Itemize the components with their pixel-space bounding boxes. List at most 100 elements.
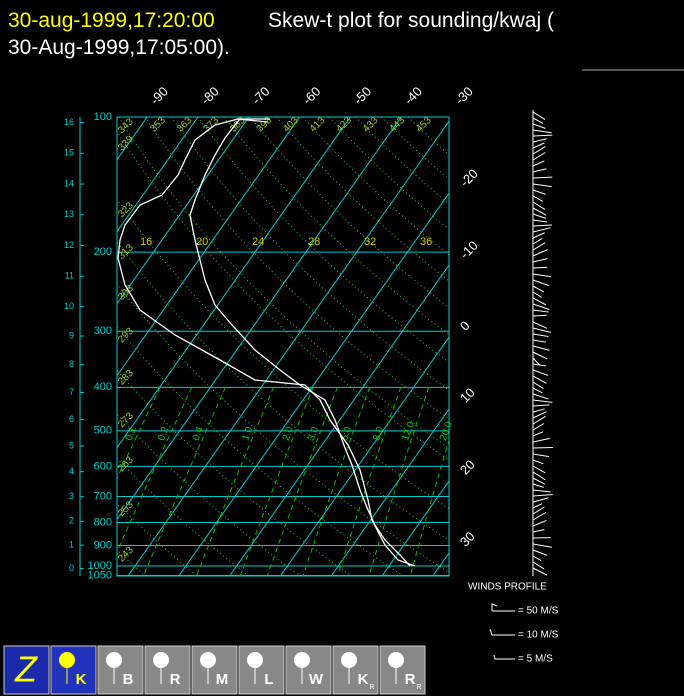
wind-barb [532, 321, 548, 329]
wind-barb [532, 404, 550, 407]
pressure-label: 900 [94, 539, 112, 551]
button-label: M [216, 671, 229, 688]
isotherm [117, 117, 301, 377]
height-label: 2 [69, 516, 74, 526]
wind-barb [532, 357, 541, 366]
height-label: 7 [69, 387, 74, 397]
wind-barb [532, 511, 547, 521]
button-face [285, 645, 332, 695]
isotherm [117, 117, 402, 521]
wind-barb [532, 381, 544, 389]
wind-barb [532, 138, 547, 143]
wind-barb [532, 351, 548, 360]
theta-label: 423 [334, 115, 354, 135]
mixing-ratio-line [266, 387, 338, 576]
theta-label: 433 [361, 115, 381, 135]
pressure-label: 400 [94, 381, 112, 393]
barb-5 [493, 654, 515, 660]
wind-barb [532, 363, 547, 367]
wind-barb [532, 201, 546, 210]
wind-barb [532, 333, 549, 338]
wind-barb [532, 207, 547, 216]
theta-label: 383 [228, 115, 248, 135]
mixing-ratio-label: 2.0 [281, 425, 296, 442]
wind-barb [532, 134, 553, 137]
height-label: 9 [69, 330, 74, 340]
height-label: 5 [69, 440, 74, 450]
legend-50: = 50 M/S [518, 606, 559, 617]
dry-adiabat [117, 503, 197, 576]
button-face [379, 645, 426, 695]
balloon [59, 652, 75, 668]
wind-barb [532, 506, 545, 515]
toolbar-button[interactable]: B [97, 645, 144, 695]
balloon [294, 652, 310, 668]
wind-barb [532, 168, 547, 173]
pressure-label: 700 [94, 490, 112, 502]
isotherm-label: -10 [457, 238, 481, 262]
title-text: Skew-t plot for sounding/kwaj ( [268, 9, 554, 32]
toolbar-button[interactable]: K [50, 645, 97, 695]
button-face [3, 645, 50, 695]
dry-adiabat [197, 117, 449, 363]
height-label: 0 [69, 563, 74, 573]
button-face [50, 645, 97, 695]
pressure-label: 600 [94, 460, 112, 472]
isotherm [117, 117, 250, 305]
wind-barb [532, 129, 552, 134]
toolbar-button[interactable]: R [144, 645, 191, 695]
wind-barb [532, 258, 548, 263]
theta-label: 363 [175, 115, 195, 135]
wind-barb [532, 224, 553, 227]
toolbar-button[interactable]: Z [3, 645, 50, 695]
height-label: 12 [64, 240, 74, 250]
dry-adiabat [170, 117, 449, 391]
isotherm-label: 10 [457, 385, 478, 406]
balloon [153, 652, 169, 668]
dewpoint-profile [117, 118, 416, 567]
button-label: K [358, 671, 369, 688]
button-label: Z [14, 649, 38, 690]
button-label: W [309, 671, 324, 688]
toolbar-button[interactable]: M [191, 645, 238, 695]
theta-label: 263 [116, 454, 136, 474]
wind-barb [532, 142, 545, 149]
isotherm-label: -70 [249, 84, 273, 108]
height-label: 3 [69, 491, 74, 501]
theta-label: 343 [116, 116, 136, 136]
temperature-profile [189, 118, 411, 567]
mixing-ratio-label: 1.0 [240, 425, 255, 442]
height-label: 4 [69, 466, 74, 476]
button-face [238, 645, 285, 695]
isotherm-label: -20 [457, 166, 481, 190]
mixing-ratio-label: 0.2 [156, 425, 171, 442]
moist-label: 24 [252, 236, 264, 248]
theta-label: 323 [116, 200, 136, 220]
wind-barb [532, 249, 548, 257]
dry-adiabat [144, 117, 449, 420]
isotherm-label: -40 [401, 84, 425, 108]
balloon [200, 652, 216, 668]
pressure-label: 300 [94, 325, 112, 337]
plot-labels: 1002003004005006007008009001000105001234… [64, 84, 481, 582]
moist-label: 36 [420, 236, 432, 248]
wind-barb [532, 213, 546, 219]
moist-label: 28 [308, 236, 320, 248]
button-face [332, 645, 379, 695]
toolbar-button[interactable]: L [238, 645, 285, 695]
toolbar-button[interactable]: W [285, 645, 332, 695]
wind-barb [532, 387, 543, 394]
mixing-ratio-line [143, 387, 226, 576]
wind-barb [532, 477, 546, 485]
isotherm [381, 480, 449, 576]
moist-label: 32 [364, 236, 376, 248]
wind-barb [532, 219, 548, 223]
theta-label: 403 [281, 115, 301, 135]
wind-barb [532, 291, 543, 298]
wind-barb [532, 327, 551, 333]
wind-barb [532, 561, 545, 570]
